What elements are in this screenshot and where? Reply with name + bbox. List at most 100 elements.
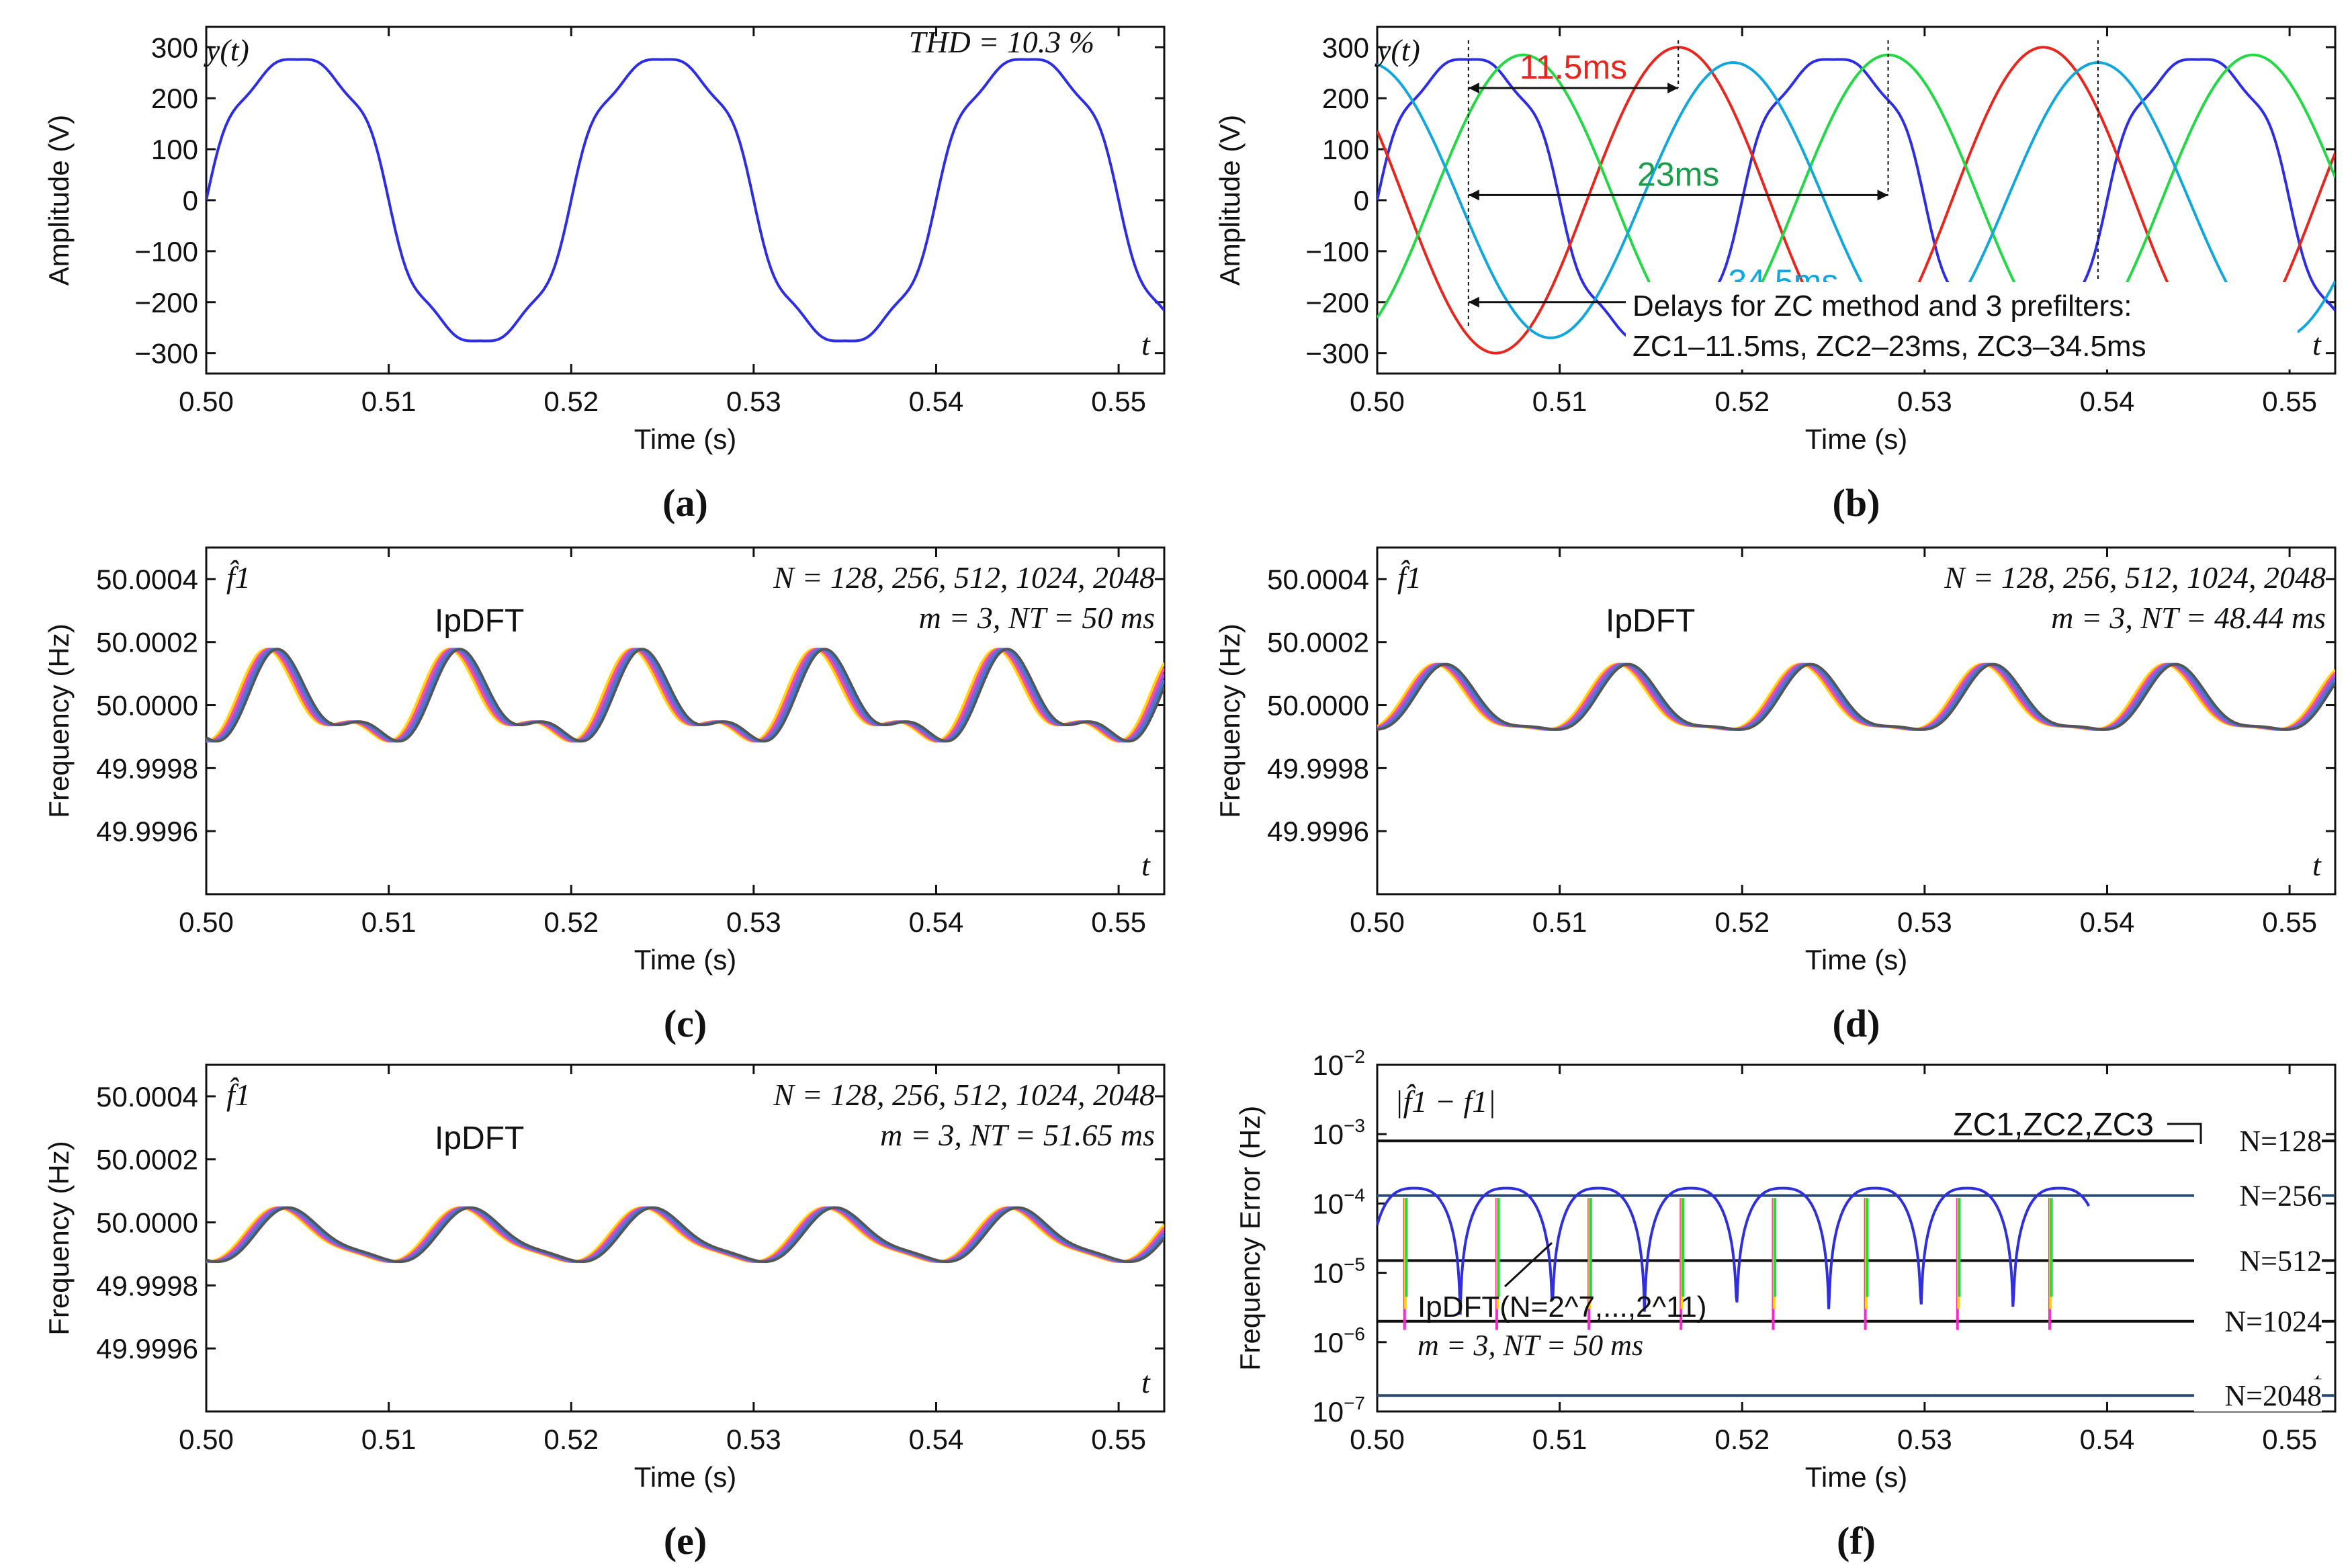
a-t-label: t bbox=[1141, 327, 1151, 361]
delay-label: 11.5ms bbox=[1520, 48, 1627, 86]
a-ytick-label: −100 bbox=[134, 236, 198, 267]
a-ytick-label: 0 bbox=[183, 185, 198, 216]
e-corner-label: f̂1 bbox=[226, 1077, 251, 1112]
e-xtick-label: 0.53 bbox=[726, 1424, 781, 1455]
panel-e: 0.50 0.51 0.52 0.53 0.54 0.55 50.0004 50.0002 50… bbox=[43, 1065, 1164, 1563]
c-method-label: IpDFT bbox=[435, 603, 524, 639]
c-panel-label: (c) bbox=[664, 1002, 707, 1045]
d-corner-label: f̂1 bbox=[1397, 560, 1422, 595]
d-params-line-1: N = 128, 256, 512, 1024, 2048 bbox=[1944, 560, 2326, 595]
c-t-label: t bbox=[1141, 848, 1151, 882]
a-xtick-label: 0.54 bbox=[909, 386, 964, 417]
delay-arrow-head bbox=[1878, 189, 1888, 200]
a-xtick-label: 0.51 bbox=[361, 386, 417, 417]
e-xtick-label: 0.54 bbox=[909, 1424, 964, 1455]
a-ylabel: Amplitude (V) bbox=[43, 115, 75, 286]
b-xtick-label: 0.51 bbox=[1532, 386, 1587, 417]
zc-label: ZC1,ZC2,ZC3 bbox=[1953, 1107, 2154, 1143]
a-ytick-label: −300 bbox=[134, 338, 198, 369]
delay-label: 23ms bbox=[1637, 155, 1719, 193]
a-ytick-label: 100 bbox=[151, 134, 198, 165]
c-xtick-label: 0.50 bbox=[179, 906, 234, 938]
hline-label-N=2048: N=2048 bbox=[2224, 1379, 2322, 1412]
c-ytick-label: 50.0004 bbox=[96, 564, 198, 595]
ipdft-label: IpDFT(N=2^7,...,2^11) bbox=[1418, 1291, 1707, 1323]
b-xtick-label: 0.50 bbox=[1350, 386, 1405, 417]
d-xlabel: Time (s) bbox=[1805, 944, 1907, 975]
f-xtick-label: 0.50 bbox=[1350, 1424, 1405, 1455]
params-line: m = 3, NT = 50 ms bbox=[1418, 1329, 1643, 1362]
d-ytick-label: 49.9998 bbox=[1267, 752, 1369, 784]
c-ytick-label: 49.9996 bbox=[96, 816, 198, 847]
e-ytick-label: 50.0002 bbox=[96, 1144, 198, 1176]
f-xtick-label: 0.52 bbox=[1714, 1424, 1770, 1455]
series-e-N=256 bbox=[206, 1208, 1164, 1262]
b-panel-label: (b) bbox=[1833, 481, 1880, 525]
a-panel-label: (a) bbox=[662, 481, 708, 525]
f-ytick-label: 10−6 bbox=[1312, 1323, 1365, 1358]
hline-label-N=256: N=256 bbox=[2239, 1180, 2322, 1213]
e-ytick-label: 50.0004 bbox=[96, 1081, 198, 1113]
series-a-y(t) bbox=[206, 60, 1164, 341]
f-xlabel: Time (s) bbox=[1805, 1461, 1907, 1493]
c-xtick-label: 0.52 bbox=[543, 906, 599, 938]
c-xtick-label: 0.51 bbox=[361, 906, 417, 938]
annotation-thd: THD = 10.3 % bbox=[909, 25, 1094, 59]
a-ytick-label: 300 bbox=[151, 32, 198, 63]
a-corner-label: y(t) bbox=[204, 33, 249, 67]
e-xtick-label: 0.50 bbox=[179, 1424, 234, 1455]
a-xlabel: Time (s) bbox=[634, 423, 736, 455]
d-ytick-label: 49.9996 bbox=[1267, 816, 1369, 847]
delay-arrow-head bbox=[1469, 189, 1479, 200]
e-xtick-label: 0.51 bbox=[361, 1424, 417, 1455]
d-xtick-label: 0.53 bbox=[1897, 906, 1952, 938]
c-ylabel: Frequency (Hz) bbox=[43, 623, 75, 818]
c-xlabel: Time (s) bbox=[634, 944, 736, 975]
a-axes-frame bbox=[206, 27, 1164, 374]
e-params-line-1: N = 128, 256, 512, 1024, 2048 bbox=[773, 1078, 1155, 1112]
e-xlabel: Time (s) bbox=[634, 1461, 736, 1493]
b-ytick-label: −300 bbox=[1305, 338, 1369, 369]
f-ytick-label: 10−4 bbox=[1312, 1184, 1365, 1219]
f-xtick-label: 0.53 bbox=[1897, 1424, 1952, 1455]
e-ylabel: Frequency (Hz) bbox=[43, 1141, 75, 1335]
e-ytick-label: 50.0000 bbox=[96, 1207, 198, 1239]
b-xtick-label: 0.55 bbox=[2262, 386, 2317, 417]
a-ytick-label: −200 bbox=[134, 287, 198, 318]
b-ytick-label: −200 bbox=[1305, 287, 1369, 318]
d-xtick-label: 0.50 bbox=[1350, 906, 1405, 938]
b-ylabel: Amplitude (V) bbox=[1214, 115, 1246, 286]
e-ytick-label: 49.9998 bbox=[96, 1270, 198, 1301]
f-xtick-label: 0.51 bbox=[1532, 1424, 1587, 1455]
f-panel-label: (f) bbox=[1837, 1519, 1876, 1563]
c-ytick-label: 50.0000 bbox=[96, 690, 198, 722]
e-params-line-2: m = 3, NT = 51.65 ms bbox=[880, 1118, 1155, 1152]
hline-label-N=1024: N=1024 bbox=[2224, 1305, 2322, 1338]
d-ytick-label: 50.0000 bbox=[1267, 690, 1369, 722]
f-xtick-label: 0.54 bbox=[2080, 1424, 2135, 1455]
b-xtick-label: 0.54 bbox=[2080, 386, 2135, 417]
b-ytick-label: 300 bbox=[1322, 32, 1369, 63]
c-params-line-2: m = 3, NT = 50 ms bbox=[919, 601, 1155, 635]
a-ytick-label: 200 bbox=[151, 83, 198, 114]
f-ylabel: Frequency Error (Hz) bbox=[1234, 1106, 1266, 1370]
c-xtick-label: 0.55 bbox=[1091, 906, 1146, 938]
e-xtick-label: 0.55 bbox=[1091, 1424, 1146, 1455]
d-ytick-label: 50.0002 bbox=[1267, 627, 1369, 658]
d-xtick-label: 0.55 bbox=[2262, 906, 2317, 938]
figure: 0.50 0.51 0.52 0.53 0.54 0.55 300 200 100 0 −100 −2… bbox=[0, 0, 2352, 1568]
e-xtick-label: 0.52 bbox=[543, 1424, 599, 1455]
e-t-label: t bbox=[1141, 1365, 1151, 1399]
d-t-label: t bbox=[2312, 848, 2322, 882]
c-corner-label: f̂1 bbox=[226, 560, 251, 595]
e-panel-label: (e) bbox=[664, 1519, 707, 1563]
a-xtick-label: 0.50 bbox=[179, 386, 234, 417]
series-c-N=1024 bbox=[206, 649, 1164, 741]
f-ytick-label: 10−2 bbox=[1312, 1046, 1365, 1081]
f-ytick-label: 10−5 bbox=[1312, 1254, 1365, 1289]
d-xtick-label: 0.54 bbox=[2080, 906, 2135, 938]
panel-f: 0.50 0.51 0.52 0.53 0.54 0.55 10−2 10−3 10−4 10−5… bbox=[1234, 1046, 2335, 1563]
b-xlabel: Time (s) bbox=[1805, 423, 1907, 455]
a-xtick-label: 0.55 bbox=[1091, 386, 1146, 417]
b-t-label: t bbox=[2312, 327, 2322, 361]
